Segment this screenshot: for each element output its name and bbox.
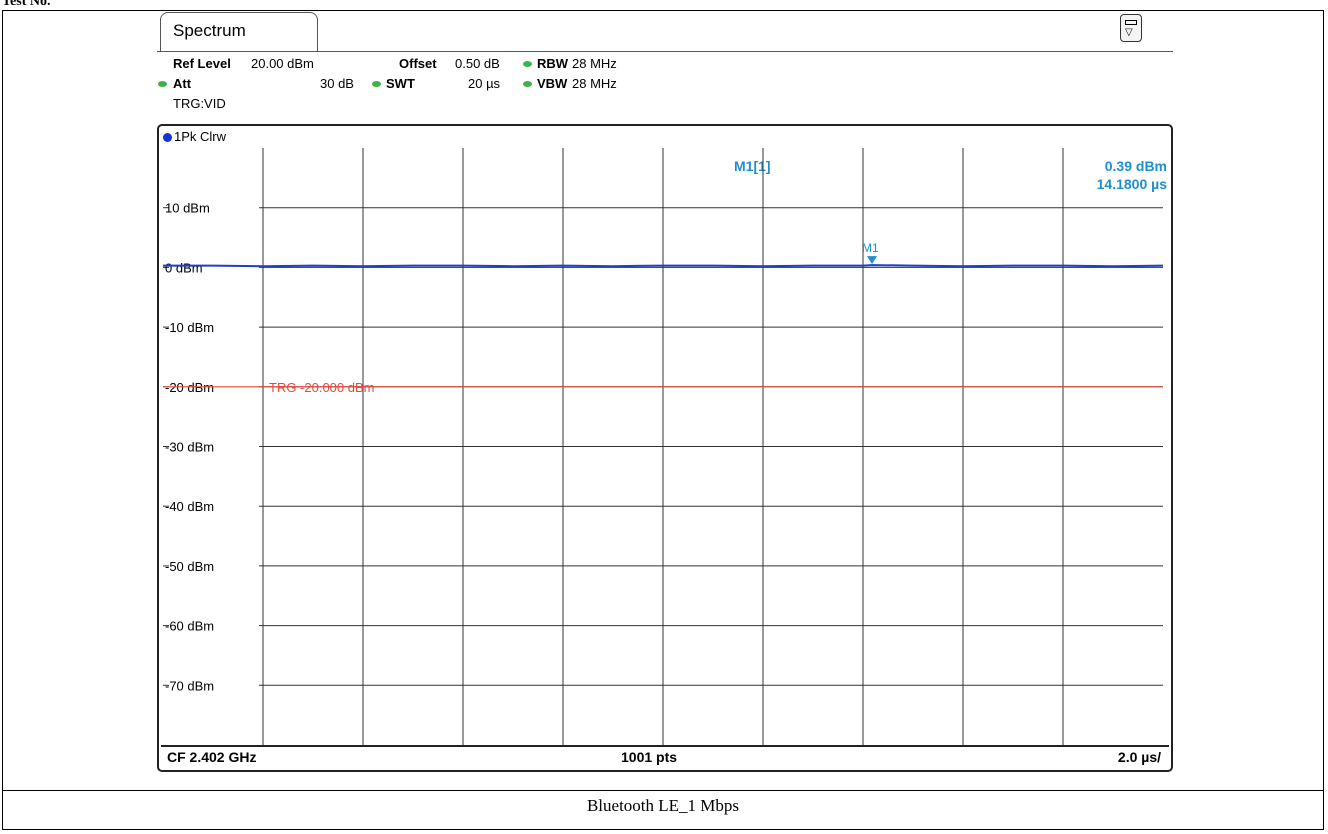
ref-level-label: Ref Level	[173, 56, 231, 71]
trace-label: 1Pk Clrw	[174, 129, 227, 144]
trigger-label: TRG -20.000 dBm	[269, 380, 375, 395]
settings-panel: Ref Level 20.00 dBm Offset 0.50 dB RBW 2…	[157, 54, 1173, 124]
diagram-panel: 1Pk Clrw M1[1] 0.39 dBm 14.1800 µs 10 dB…	[157, 124, 1173, 772]
ref-level-value: 20.00 dBm	[251, 56, 314, 71]
display-layout-button[interactable]: ▽	[1120, 14, 1142, 42]
marker-readout-time: 14.1800 µs	[1096, 176, 1167, 192]
trace-info: 1Pk Clrw	[163, 129, 226, 144]
att-value: 30 dB	[320, 76, 354, 91]
caption-separator	[2, 790, 1324, 791]
marker-readout-level: 0.39 dBm	[1104, 158, 1167, 174]
tab-spectrum-label: Spectrum	[173, 21, 246, 40]
tab-underline	[157, 51, 1173, 52]
marker-readout-name: M1[1]	[734, 158, 771, 174]
y-tick-label: -50 dBm	[165, 559, 214, 574]
center-frequency: CF 2.402 GHz	[167, 749, 257, 765]
marker-m1-triangle	[867, 256, 877, 265]
y-tick-label: -30 dBm	[165, 440, 214, 455]
y-tick-label: -10 dBm	[165, 320, 214, 335]
trigger-status: TRG:VID	[173, 96, 226, 111]
y-tick-label: -60 dBm	[165, 619, 214, 634]
y-tick-label: 10 dBm	[165, 201, 210, 216]
offset-value: 0.50 dB	[455, 56, 500, 71]
triangle-down-icon: ▽	[1125, 27, 1133, 38]
rbw-status-dot	[523, 61, 532, 67]
document-header: Test No.	[2, 0, 51, 9]
swt-value: 20 µs	[468, 76, 501, 91]
rbw-label: RBW	[537, 56, 569, 71]
sweep-points: 1001 pts	[621, 749, 678, 765]
y-tick-label: 0 dBm	[165, 260, 203, 275]
offset-label: Offset	[399, 56, 437, 71]
trace-status-dot	[163, 133, 172, 142]
att-status-dot	[158, 81, 167, 87]
vbw-label: VBW	[537, 76, 568, 91]
tab-spectrum[interactable]: Spectrum	[160, 12, 318, 52]
swt-label: SWT	[386, 76, 415, 91]
document-frame	[2, 10, 1324, 830]
footer-bar: CF 2.402 GHz 1001 pts 2.0 µs/	[161, 745, 1169, 769]
vbw-status-dot	[523, 81, 532, 87]
rbw-value: 28 MHz	[572, 56, 617, 71]
y-tick-label: -40 dBm	[165, 499, 214, 514]
y-tick-label: -70 dBm	[165, 678, 214, 693]
time-per-division: 2.0 µs/	[1117, 749, 1161, 765]
marker-m1-label: M1	[862, 241, 879, 255]
att-label: Att	[173, 76, 192, 91]
swt-status-dot	[372, 81, 381, 87]
vbw-value: 28 MHz	[572, 76, 617, 91]
display-layout-icon	[1125, 20, 1137, 25]
trace-line	[163, 264, 1164, 268]
figure-caption: Bluetooth LE_1 Mbps	[586, 796, 740, 815]
spectrum-analyzer-screen: Spectrum ▽ Ref Level 20.00 dBm Offset 0.…	[157, 12, 1173, 772]
